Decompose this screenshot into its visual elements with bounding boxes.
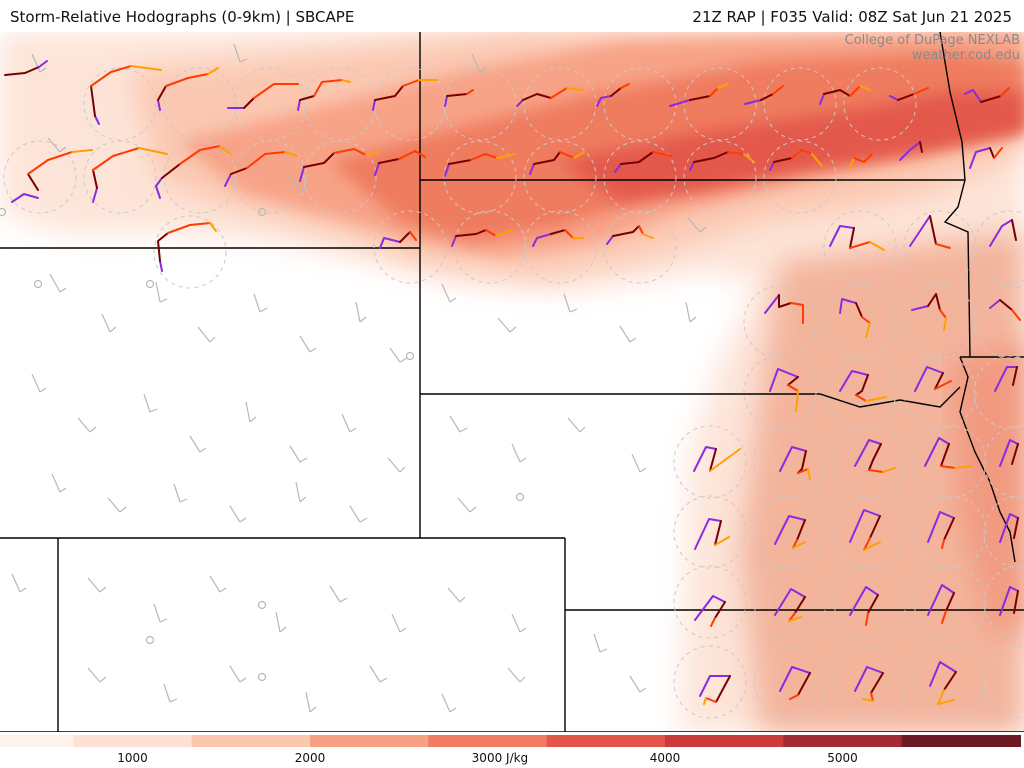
hodograph [854,666,884,702]
map-canvas[interactable] [0,32,1024,732]
colorbar-tick-label: 4000 [649,751,681,765]
state-borders [0,32,1024,732]
wind-barbs [11,43,707,713]
colorbar-tick-label: 3000 J/kg [471,751,529,765]
hodograph [299,148,379,182]
hodograph [11,149,93,203]
hodograph [969,147,1003,169]
hodograph [379,231,417,249]
hodograph [819,85,871,105]
hodograph [849,586,879,626]
hodograph [669,83,729,107]
hodograph [989,219,1017,247]
colorbar-tick-label: 1000 [117,751,148,765]
hodograph [689,151,755,171]
hodograph [999,586,1019,616]
hodograph [157,67,219,111]
hodograph [444,89,474,107]
hodograph [92,147,168,203]
hodograph [764,294,804,324]
hodograph [699,675,731,705]
colorbar-segment [0,735,75,747]
hodograph [372,79,438,111]
hodograph [694,595,726,627]
hodograph [529,151,585,175]
hodograph [297,79,351,111]
hodograph [964,87,1010,103]
hodograph [854,439,896,473]
hodograph [839,298,871,338]
hodograph [374,150,426,176]
hodograph [924,437,972,469]
hodograph [999,439,1019,467]
hodograph [744,85,784,105]
colorbar-segment [901,735,1021,747]
hodograph [769,368,799,412]
hodograph [694,518,730,550]
hodograph-rings [3,67,1024,719]
hodograph [4,60,48,76]
hodograph [779,446,811,480]
hodographs-north [4,60,1010,272]
hodograph [693,446,741,472]
credit-website[interactable]: weather.cod.edu [911,48,1020,63]
hodograph [994,366,1018,392]
hodograph [774,588,806,622]
hodograph [899,141,923,161]
hodograph [451,229,513,247]
calm-wind-markers [0,207,525,682]
cape-shading [0,32,1024,732]
hodograph [829,225,885,251]
hodograph [849,509,881,551]
hodograph [909,215,951,249]
colorbar-segment [783,735,903,747]
hodograph [989,299,1021,321]
map-header: Storm-Relative Hodographs (0-9km) | SBCA… [0,0,1024,32]
colorbar-segment [428,735,548,747]
hodograph [839,370,887,402]
hodograph [444,153,516,177]
map-panel[interactable]: College of DuPage NEXLAB weather.cod.edu [0,32,1024,732]
hodograph [227,83,299,109]
cape-colorbar [0,732,1024,747]
hodograph [914,366,952,392]
hodograph [90,65,162,125]
hodograph [769,149,823,171]
hodograph [927,511,955,549]
colorbar-segment [546,735,666,747]
map-title: Storm-Relative Hodographs (0-9km) | SBCA… [10,8,355,26]
run-valid-time: 21Z RAP | F035 Valid: 08Z Sat Jun 21 202… [692,8,1012,26]
hodograph [911,293,947,331]
hodograph [516,87,584,107]
colorbar-tick-label: 2000 [294,751,326,765]
hodograph [779,666,811,700]
hodograph [224,151,298,187]
hodograph [155,145,231,199]
hodograph [999,513,1019,543]
hodograph [849,153,873,169]
colorbar-tick-label: 5000 [827,751,858,765]
hodographs-east [693,215,1021,705]
hodograph [889,87,929,101]
hodograph [596,83,630,107]
credit-organization: College of DuPage NEXLAB [844,33,1020,48]
hodograph [927,584,955,624]
hodograph [774,515,806,549]
hodograph [157,222,217,272]
colorbar-segment [310,735,430,747]
hodograph [532,229,584,247]
hodograph [614,151,672,173]
hodograph [606,225,654,245]
hodograph [929,661,957,705]
colorbar-segment [191,735,311,747]
colorbar-segment [665,735,785,747]
colorbar-segment [73,735,193,747]
